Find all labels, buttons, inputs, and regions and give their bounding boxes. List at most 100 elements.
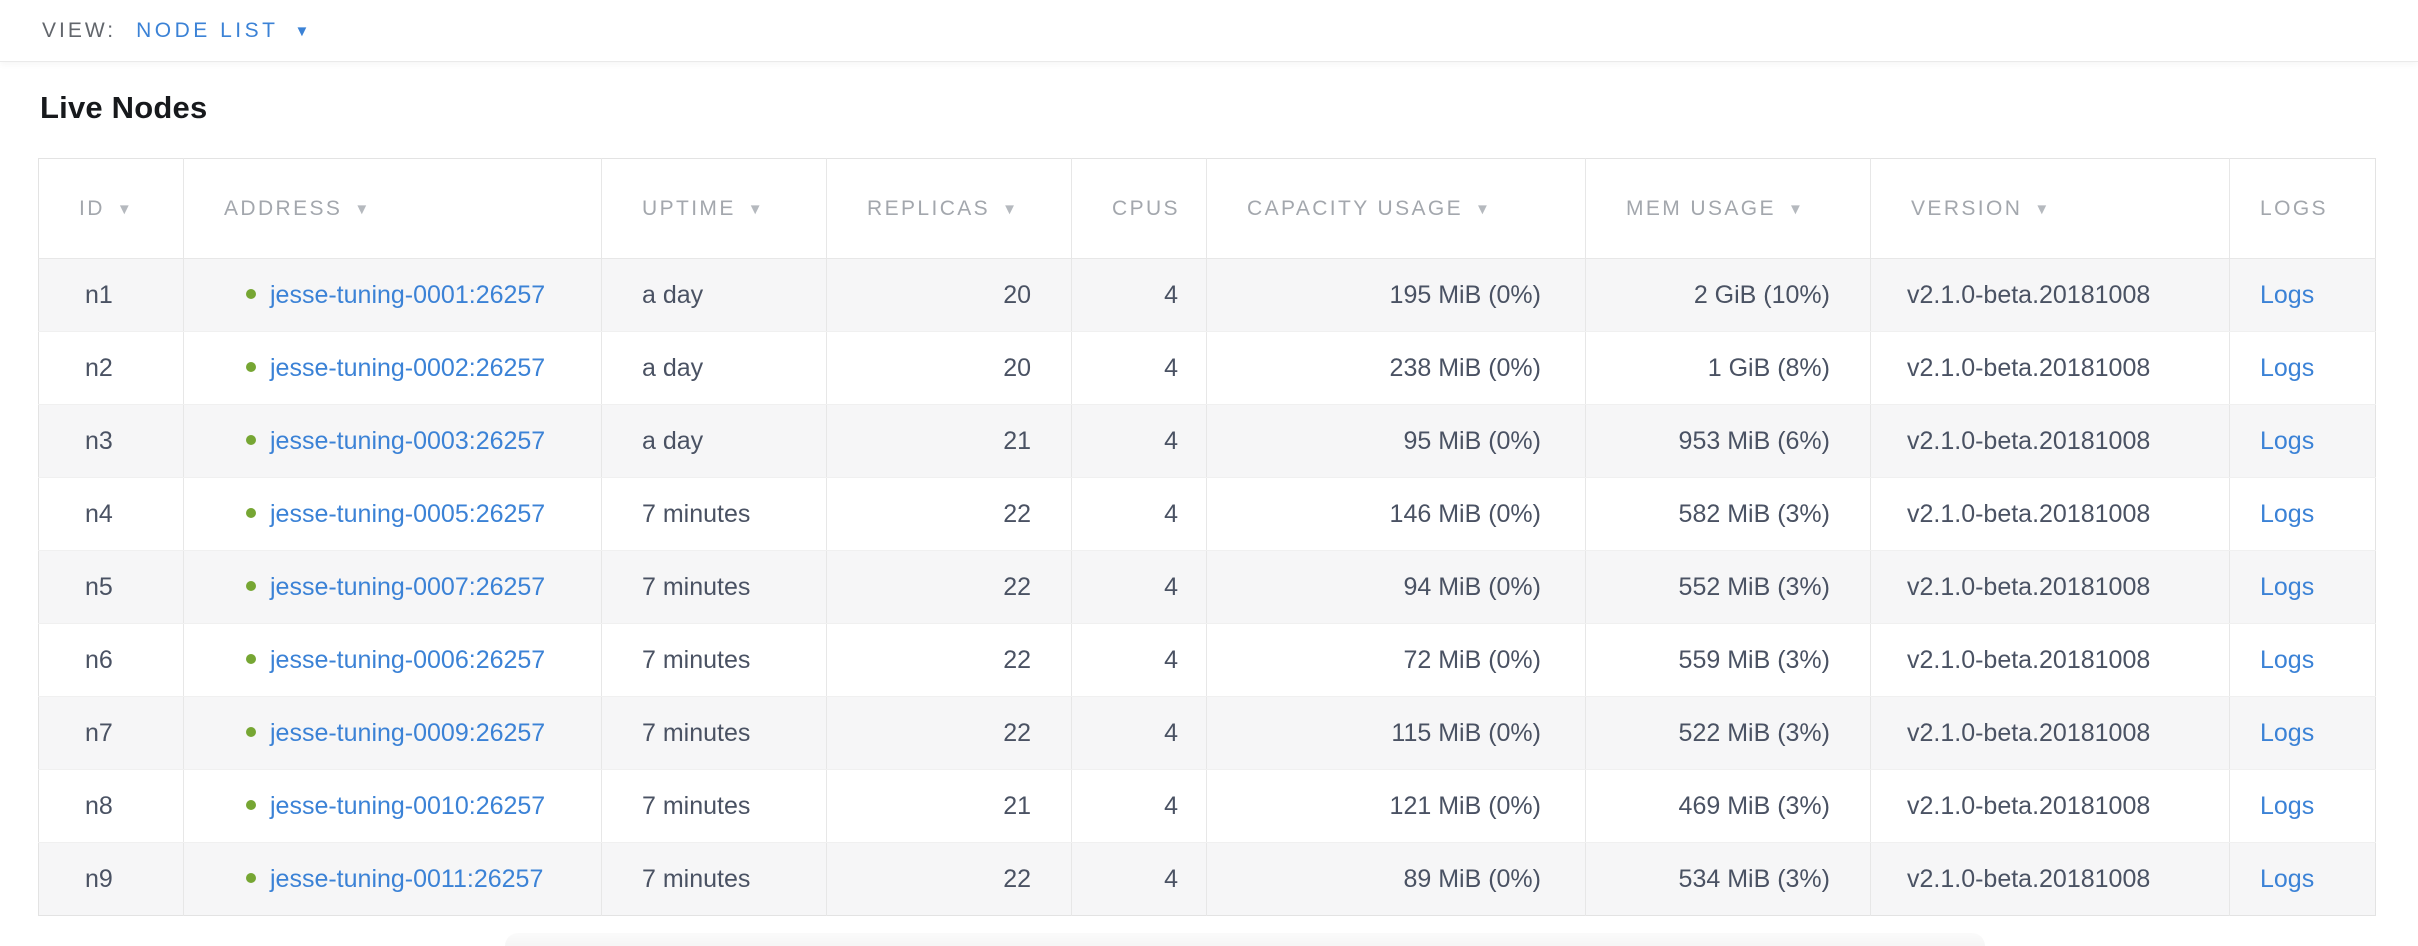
column-header-address[interactable]: ADDRESS ▼ xyxy=(183,158,602,259)
node-capacity-cell: 72 MiB (0%) xyxy=(1206,623,1586,697)
node-uptime-cell: 7 minutes xyxy=(601,842,827,916)
status-live-dot-icon xyxy=(246,507,256,518)
node-id-cell: n6 xyxy=(38,623,184,697)
node-capacity-cell: 121 MiB (0%) xyxy=(1206,769,1586,843)
node-cpus-cell: 4 xyxy=(1071,623,1207,697)
logs-link[interactable]: Logs xyxy=(2260,718,2315,747)
node-address-link[interactable]: jesse-tuning-0010:26257 xyxy=(270,791,546,820)
table-header-row: ID ▼ ADDRESS ▼ UPTIME ▼ REPLICAS ▼ CPUS CAPACITY … xyxy=(38,158,2376,259)
node-capacity-cell: 94 MiB (0%) xyxy=(1206,550,1586,624)
node-replicas-cell: 22 xyxy=(826,550,1072,624)
node-capacity-cell: 89 MiB (0%) xyxy=(1206,842,1586,916)
live-nodes-table: ID ▼ ADDRESS ▼ UPTIME ▼ REPLICAS ▼ CPUS CAPACITY … xyxy=(38,158,2376,916)
node-capacity-cell: 115 MiB (0%) xyxy=(1206,696,1586,770)
node-version-cell: v2.1.0-beta.20181008 xyxy=(1870,258,2230,332)
status-live-dot-icon xyxy=(246,361,256,372)
table-row: n7 jesse-tuning-0009:26257 7 minutes 22 4 115… xyxy=(38,696,2376,770)
column-header-mem[interactable]: MEM USAGE ▼ xyxy=(1585,158,1871,259)
node-cpus-cell: 4 xyxy=(1071,477,1207,551)
node-address-link[interactable]: jesse-tuning-0002:26257 xyxy=(270,353,546,382)
node-logs-cell: Logs xyxy=(2229,696,2376,770)
table-row: n5 jesse-tuning-0007:26257 7 minutes 22 4 94 … xyxy=(38,550,2376,624)
node-list-dropdown[interactable]: NODE LIST ▼ xyxy=(136,19,309,43)
live-nodes-table-wrap: ID ▼ ADDRESS ▼ UPTIME ▼ REPLICAS ▼ CPUS CAPACITY … xyxy=(38,158,2418,916)
column-header-label: ID xyxy=(79,196,105,220)
status-live-dot-icon xyxy=(246,288,256,299)
node-cpus-cell: 4 xyxy=(1071,550,1207,624)
node-address-link[interactable]: jesse-tuning-0011:26257 xyxy=(270,864,544,893)
node-logs-cell: Logs xyxy=(2229,404,2376,478)
node-address-link[interactable]: jesse-tuning-0005:26257 xyxy=(270,499,546,528)
status-live-dot-icon xyxy=(246,653,256,664)
table-row: n2 jesse-tuning-0002:26257 a day 20 4 238 MiB… xyxy=(38,331,2376,405)
node-uptime-cell: 7 minutes xyxy=(601,696,827,770)
column-header-capacity[interactable]: CAPACITY USAGE ▼ xyxy=(1206,158,1586,259)
column-header-label: VERSION xyxy=(1911,196,2023,220)
table-row: n8 jesse-tuning-0010:26257 7 minutes 21 4 121… xyxy=(38,769,2376,843)
logs-link[interactable]: Logs xyxy=(2260,280,2315,309)
node-address-link[interactable]: jesse-tuning-0003:26257 xyxy=(270,426,546,455)
logs-link[interactable]: Logs xyxy=(2260,353,2315,382)
sort-desc-icon: ▼ xyxy=(1002,200,1020,218)
node-replicas-cell: 20 xyxy=(826,258,1072,332)
node-address-cell: jesse-tuning-0011:26257 xyxy=(183,842,602,916)
column-header-id[interactable]: ID ▼ xyxy=(38,158,184,259)
column-header-version[interactable]: VERSION ▼ xyxy=(1870,158,2230,259)
table-row: n6 jesse-tuning-0006:26257 7 minutes 22 4 72 … xyxy=(38,623,2376,697)
column-header-replicas[interactable]: REPLICAS ▼ xyxy=(826,158,1072,259)
node-uptime-cell: 7 minutes xyxy=(601,623,827,697)
node-capacity-cell: 146 MiB (0%) xyxy=(1206,477,1586,551)
live-nodes-section: Live Nodes ID ▼ ADDRESS ▼ UPTIME ▼ REPLICAS ▼ CP… xyxy=(0,62,2418,916)
node-logs-cell: Logs xyxy=(2229,550,2376,624)
node-address-cell: jesse-tuning-0010:26257 xyxy=(183,769,602,843)
node-list-dropdown-label: NODE LIST xyxy=(136,18,279,42)
logs-link[interactable]: Logs xyxy=(2260,864,2315,893)
node-replicas-cell: 22 xyxy=(826,842,1072,916)
column-header-label: CPUS xyxy=(1112,196,1180,220)
logs-link[interactable]: Logs xyxy=(2260,791,2315,820)
node-address-cell: jesse-tuning-0005:26257 xyxy=(183,477,602,551)
node-version-cell: v2.1.0-beta.20181008 xyxy=(1870,550,2230,624)
node-version-cell: v2.1.0-beta.20181008 xyxy=(1870,331,2230,405)
status-live-dot-icon xyxy=(246,434,256,445)
table-body: n1 jesse-tuning-0001:26257 a day 20 4 195 MiB… xyxy=(38,258,2376,916)
node-version-cell: v2.1.0-beta.20181008 xyxy=(1870,842,2230,916)
node-address-link[interactable]: jesse-tuning-0006:26257 xyxy=(270,645,546,674)
node-address-cell: jesse-tuning-0003:26257 xyxy=(183,404,602,478)
node-address-link[interactable]: jesse-tuning-0009:26257 xyxy=(270,718,546,747)
chevron-down-icon: ▼ xyxy=(294,23,310,40)
column-header-label: ADDRESS xyxy=(224,196,343,220)
node-logs-cell: Logs xyxy=(2229,331,2376,405)
node-uptime-cell: 7 minutes xyxy=(601,477,827,551)
node-address-cell: jesse-tuning-0007:26257 xyxy=(183,550,602,624)
view-bar: VIEW: NODE LIST ▼ xyxy=(0,0,2418,62)
logs-link[interactable]: Logs xyxy=(2260,426,2315,455)
node-cpus-cell: 4 xyxy=(1071,696,1207,770)
node-uptime-cell: a day xyxy=(601,258,827,332)
logs-link[interactable]: Logs xyxy=(2260,499,2315,528)
node-address-link[interactable]: jesse-tuning-0007:26257 xyxy=(270,572,546,601)
node-id-cell: n1 xyxy=(38,258,184,332)
node-logs-cell: Logs xyxy=(2229,258,2376,332)
column-header-label: UPTIME xyxy=(642,196,736,220)
column-header-label: REPLICAS xyxy=(867,196,991,220)
node-mem-cell: 559 MiB (3%) xyxy=(1585,623,1871,697)
node-uptime-cell: a day xyxy=(601,404,827,478)
node-cpus-cell: 4 xyxy=(1071,331,1207,405)
logs-link[interactable]: Logs xyxy=(2260,572,2315,601)
sort-desc-icon: ▼ xyxy=(1787,200,1806,218)
node-replicas-cell: 20 xyxy=(826,331,1072,405)
node-address-link[interactable]: jesse-tuning-0001:26257 xyxy=(270,280,546,309)
node-replicas-cell: 21 xyxy=(826,404,1072,478)
node-address-cell: jesse-tuning-0009:26257 xyxy=(183,696,602,770)
node-replicas-cell: 22 xyxy=(826,623,1072,697)
column-header-uptime[interactable]: UPTIME ▼ xyxy=(601,158,827,259)
node-capacity-cell: 95 MiB (0%) xyxy=(1206,404,1586,478)
table-row: n1 jesse-tuning-0001:26257 a day 20 4 195 MiB… xyxy=(38,258,2376,332)
column-header-label: CAPACITY USAGE xyxy=(1247,196,1464,220)
logs-link[interactable]: Logs xyxy=(2260,645,2315,674)
node-cpus-cell: 4 xyxy=(1071,258,1207,332)
node-mem-cell: 534 MiB (3%) xyxy=(1585,842,1871,916)
column-header-label: LOGS xyxy=(2260,196,2328,220)
node-replicas-cell: 22 xyxy=(826,477,1072,551)
